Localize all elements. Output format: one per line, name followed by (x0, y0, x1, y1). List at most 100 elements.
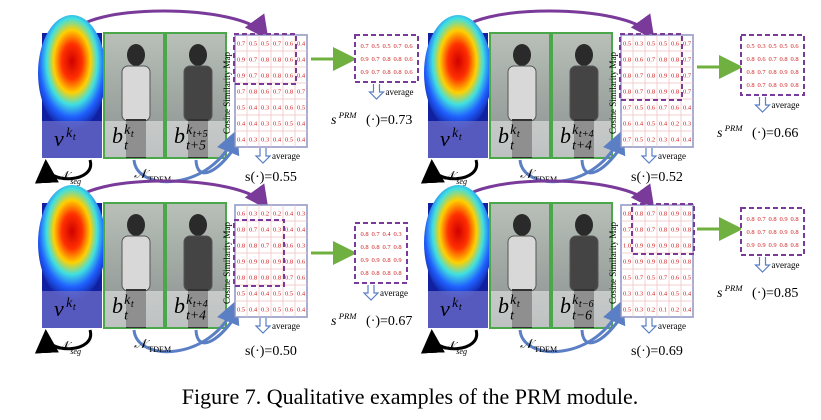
prm-value: 0.8 (382, 270, 390, 277)
prm-value: 0.8 (790, 56, 798, 63)
matrix-value: 0.7 (249, 227, 258, 234)
crop-label-sup-sub: t (131, 129, 135, 140)
average-label: average (272, 151, 300, 161)
average-arrow (754, 257, 771, 273)
heatmap (38, 185, 106, 301)
prm-score: s PRM (·)=0.67 (331, 311, 412, 329)
matrix-value: 0.6 (671, 275, 680, 282)
matrix-value: 0.7 (237, 41, 246, 48)
crop-label-sub: t (124, 138, 129, 153)
prm-value: 0.8 (779, 242, 787, 249)
matrix-value: 0.8 (237, 275, 245, 282)
prm-value: 0.9 (360, 56, 368, 63)
prm-value: 0.8 (382, 56, 390, 63)
heatmap (38, 15, 106, 131)
matrix-value: 0.4 (297, 137, 306, 144)
matrix-value: 0.8 (683, 211, 691, 218)
prm-value: 0.6 (404, 69, 413, 76)
matrix-value: 0.4 (635, 121, 644, 128)
crop-label: b k tt (498, 292, 521, 323)
prm-value: 0.7 (393, 43, 402, 50)
matrix-value: 0.8 (635, 211, 643, 218)
score: s(·)=0.50 (245, 344, 297, 359)
matrix-value: 0.9 (659, 89, 667, 96)
matrix-value: 0.9 (237, 259, 245, 266)
prm-score-rest: (·)=0.85 (752, 286, 798, 301)
prm-value: 0.7 (757, 82, 766, 89)
matrix-value: 0.8 (273, 275, 281, 282)
matrix-value: 0.6 (297, 259, 306, 266)
tdem-arrow (194, 316, 237, 345)
person-head (189, 214, 207, 236)
average-arrow (254, 318, 272, 334)
seg-label-sub: seg (70, 347, 81, 356)
crop-label-sup-sub: t (517, 299, 521, 310)
prm-value: 0.8 (360, 270, 368, 277)
matrix-value: 0.8 (671, 243, 679, 250)
heatmap-label-base: v (54, 126, 64, 151)
person-body (121, 235, 151, 292)
prm-score-rest: (·)=0.66 (752, 126, 798, 141)
matrix-value: 0.3 (635, 291, 643, 298)
matrix-value: 0.8 (671, 73, 679, 80)
prm-score-base: s (331, 314, 337, 329)
matrix-value: 0.4 (297, 307, 306, 314)
matrix-value: 0.8 (683, 259, 691, 266)
prm-region (233, 219, 285, 287)
prm-value: 0.7 (757, 229, 766, 236)
crop-label-sub: t−6 (572, 308, 592, 323)
prm-value: 0.8 (382, 69, 390, 76)
crop-label-sup-sub: t+4 (193, 299, 208, 310)
heatmap-label-base: v (440, 126, 450, 151)
prm-score-sup: PRM (724, 123, 744, 133)
prm-value: 0.6 (404, 56, 413, 63)
person-legs (188, 119, 208, 158)
matrix-value: 0.4 (297, 291, 306, 298)
matrix-value: 0.8 (659, 227, 667, 234)
person-head (575, 214, 593, 236)
prm-score-rest: (·)=0.73 (366, 113, 412, 128)
prm-value: 0.9 (360, 69, 368, 76)
matrix-value: 0.5 (623, 275, 631, 282)
matrix-value: 0.4 (249, 121, 258, 128)
matrix-value: 0.8 (249, 89, 257, 96)
heatmap (424, 15, 492, 131)
prm-value: 0.8 (371, 270, 379, 277)
matrix-value: 0.3 (297, 243, 305, 250)
average-label: average (380, 288, 408, 298)
prm-value: 0.9 (768, 242, 776, 249)
matrix-value: 0.8 (671, 89, 679, 96)
prm-value: 0.7 (382, 244, 391, 251)
heatmap-label-sup: k (66, 125, 73, 140)
matrix-cell (294, 300, 308, 318)
person-head (189, 44, 207, 66)
matrix-value: 0.7 (683, 73, 692, 80)
prm-score-base: s (717, 286, 723, 301)
matrix-value: 0.5 (647, 275, 655, 282)
matrix-value: 0.3 (261, 105, 269, 112)
crop-label-sup: k (124, 292, 131, 307)
person-body (569, 235, 599, 292)
crop-label-sup-sub: t+5 (193, 129, 208, 140)
matrix-cell (294, 130, 308, 148)
prm-value: 0.8 (746, 229, 754, 236)
prm-value: 0.8 (790, 69, 798, 76)
heatmap-overlay (42, 121, 102, 158)
crop-label-sup-sub: t+4 (579, 129, 594, 140)
crop-overlay (553, 121, 611, 157)
matrix-value: 0.5 (249, 41, 257, 48)
crop-label-sup: k (572, 122, 579, 137)
prm-value: 0.6 (757, 56, 766, 63)
attention-arrow (456, 9, 655, 40)
matrix-value: 0.8 (623, 89, 631, 96)
matrix-value: 0.7 (623, 137, 632, 144)
matrix-value: 0.8 (273, 73, 281, 80)
matrix-value: 0.4 (647, 291, 656, 298)
prm-value: 0.4 (382, 231, 391, 238)
heatmap-overlay (428, 291, 488, 328)
person-legs (512, 289, 532, 328)
tdem-label-sub: TDEM (148, 175, 171, 184)
matrix-value: 0.4 (297, 57, 306, 64)
prm-value: 0.7 (371, 231, 380, 238)
